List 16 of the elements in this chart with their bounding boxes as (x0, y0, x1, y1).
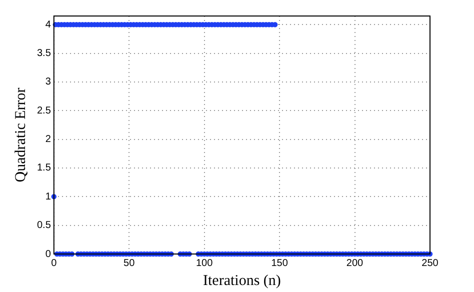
y-tick-label: 0.5 (36, 220, 52, 232)
x-tick-label: 200 (346, 258, 364, 269)
x-tick-label: 150 (271, 258, 288, 269)
y-tick-label: 2.5 (36, 105, 52, 116)
x-tick-label: 250 (422, 258, 439, 269)
y-axis-title: Quadratic Error (12, 88, 29, 182)
y-tick-label: 1.5 (36, 162, 52, 174)
x-tick-label: 100 (196, 258, 214, 269)
y-tick-label: 2 (45, 134, 52, 146)
y-tick-label: 0 (45, 248, 52, 260)
y-tick-label: 3 (45, 76, 52, 88)
x-tick-label: 50 (124, 258, 136, 269)
x-axis-title: Iterations (n) (203, 272, 281, 289)
y-tick-label: 3.5 (36, 48, 52, 60)
y-tick-label: 4 (45, 19, 52, 30)
y-tick-label: 1 (45, 191, 52, 202)
